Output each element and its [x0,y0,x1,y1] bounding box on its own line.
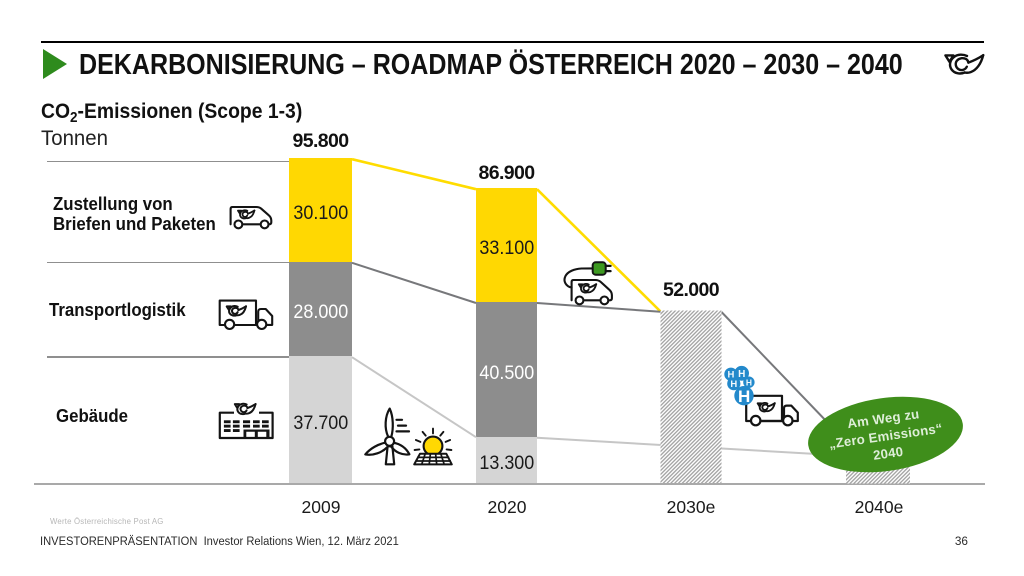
svg-text:H: H [746,377,752,387]
svg-text:2040: 2040 [872,444,904,463]
svg-text:H: H [738,369,745,380]
svg-text:H: H [730,379,737,390]
svg-text:H: H [727,370,734,381]
svg-text:H: H [738,387,750,406]
